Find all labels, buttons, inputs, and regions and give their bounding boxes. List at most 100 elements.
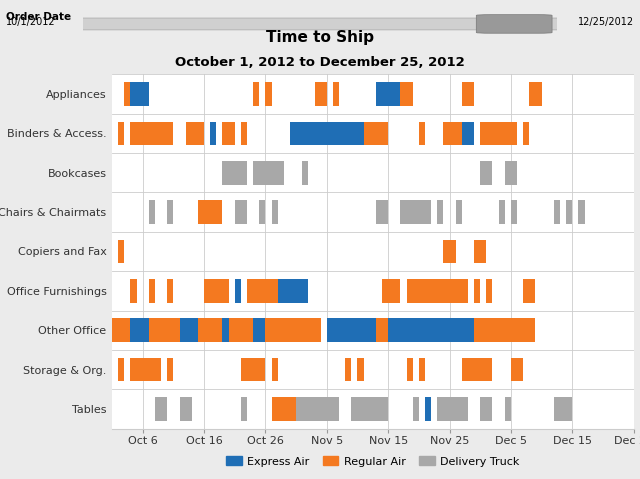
Bar: [241, 397, 247, 421]
Bar: [419, 122, 425, 145]
Bar: [345, 358, 351, 381]
Bar: [210, 122, 216, 145]
Bar: [425, 397, 431, 421]
Bar: [290, 122, 321, 145]
Bar: [480, 161, 492, 184]
Text: Order Date: Order Date: [6, 12, 72, 22]
Bar: [462, 82, 474, 106]
Bar: [118, 358, 124, 381]
Bar: [198, 319, 223, 342]
Bar: [327, 319, 376, 342]
Bar: [554, 200, 560, 224]
Bar: [511, 358, 523, 381]
Bar: [480, 397, 492, 421]
Bar: [112, 319, 131, 342]
Bar: [223, 122, 235, 145]
Bar: [167, 279, 173, 303]
Text: October 1, 2012 to December 25, 2012: October 1, 2012 to December 25, 2012: [175, 56, 465, 69]
Text: 10/1/2012: 10/1/2012: [6, 17, 56, 26]
Bar: [186, 122, 204, 145]
FancyBboxPatch shape: [74, 18, 566, 30]
Bar: [401, 319, 474, 342]
Bar: [149, 279, 155, 303]
Bar: [253, 319, 266, 342]
Bar: [462, 122, 474, 145]
Text: Time to Ship: Time to Ship: [266, 30, 374, 45]
Bar: [223, 161, 247, 184]
Bar: [296, 397, 339, 421]
Bar: [419, 358, 425, 381]
Bar: [474, 319, 492, 342]
Bar: [523, 279, 536, 303]
Bar: [554, 397, 572, 421]
Bar: [499, 200, 505, 224]
Bar: [271, 397, 296, 421]
Bar: [179, 319, 198, 342]
Bar: [474, 240, 486, 263]
Bar: [167, 358, 173, 381]
Bar: [149, 200, 155, 224]
Bar: [511, 200, 517, 224]
Bar: [474, 279, 480, 303]
Text: 12/25/2012: 12/25/2012: [577, 17, 634, 26]
Bar: [413, 397, 419, 421]
Bar: [333, 82, 339, 106]
Bar: [241, 358, 266, 381]
Bar: [382, 279, 401, 303]
Bar: [505, 161, 517, 184]
Bar: [376, 82, 401, 106]
Bar: [266, 82, 271, 106]
Bar: [124, 82, 131, 106]
Bar: [401, 200, 431, 224]
Bar: [228, 319, 253, 342]
Bar: [271, 358, 278, 381]
Bar: [278, 279, 308, 303]
Bar: [253, 161, 284, 184]
Bar: [223, 319, 228, 342]
Bar: [486, 279, 492, 303]
Bar: [198, 200, 223, 224]
Bar: [456, 200, 462, 224]
Bar: [241, 122, 247, 145]
Bar: [376, 200, 388, 224]
Bar: [437, 397, 468, 421]
Legend: Express Air, Regular Air, Delivery Truck: Express Air, Regular Air, Delivery Truck: [221, 452, 524, 471]
Bar: [364, 122, 388, 145]
Bar: [376, 319, 388, 342]
Bar: [235, 200, 247, 224]
Bar: [462, 358, 492, 381]
Bar: [321, 122, 364, 145]
Bar: [492, 319, 536, 342]
Bar: [302, 161, 308, 184]
Bar: [118, 240, 124, 263]
Bar: [579, 200, 584, 224]
FancyBboxPatch shape: [476, 15, 552, 33]
Bar: [235, 279, 241, 303]
Bar: [179, 397, 192, 421]
Bar: [149, 319, 179, 342]
Bar: [358, 358, 364, 381]
Bar: [131, 82, 149, 106]
Bar: [253, 82, 259, 106]
Bar: [266, 319, 321, 342]
Bar: [444, 122, 462, 145]
Bar: [444, 240, 456, 263]
Bar: [523, 122, 529, 145]
Bar: [406, 358, 413, 381]
Bar: [118, 122, 124, 145]
Bar: [131, 279, 136, 303]
Bar: [505, 397, 511, 421]
Bar: [131, 319, 149, 342]
Bar: [480, 122, 517, 145]
Bar: [259, 200, 266, 224]
Bar: [314, 82, 327, 106]
Bar: [437, 200, 444, 224]
Bar: [406, 82, 413, 106]
Bar: [155, 397, 167, 421]
Bar: [566, 200, 572, 224]
Bar: [351, 397, 388, 421]
Bar: [204, 279, 228, 303]
Bar: [247, 279, 278, 303]
Bar: [529, 82, 541, 106]
Bar: [406, 279, 468, 303]
